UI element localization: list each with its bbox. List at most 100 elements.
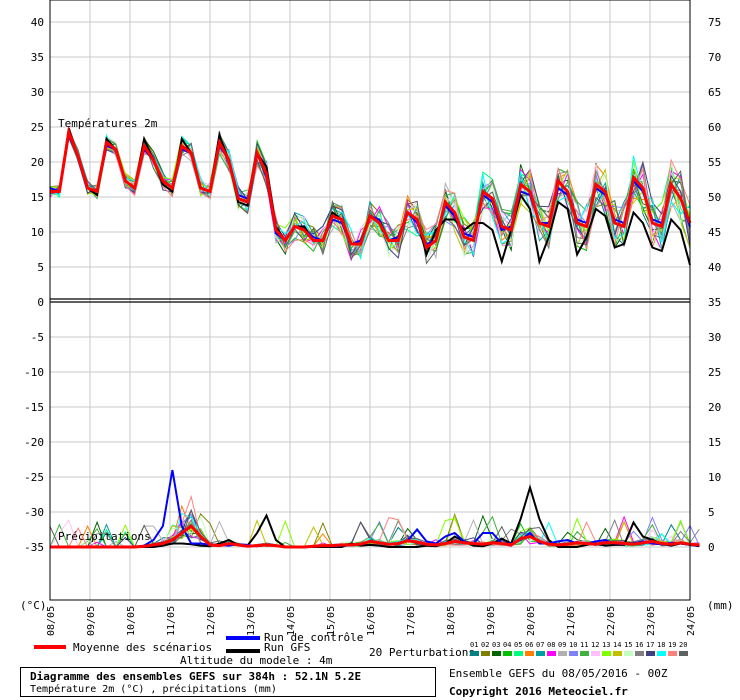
altitude-label: Altitude du modele : 4m [180,654,333,667]
perturbation-swatch [492,651,501,656]
temperature-panel-label: Températures 2m [58,117,158,130]
perturbation-number: 10 [569,641,578,649]
perturbation-number: 09 [558,641,567,649]
control-swatch [226,636,260,640]
right-tick-label: 0 [708,541,715,554]
gfs-legend-label: Run GFS [264,641,311,654]
right-tick-label: 25 [708,366,721,379]
perturbation-number: 16 [635,641,644,649]
perturbation-swatch [470,651,479,656]
info-box: Diagramme des ensembles GEFS sur 384h : … [20,667,436,697]
right-tick-label: 30 [708,331,721,344]
perturbation-swatch [569,651,578,656]
left-tick-label: 10 [31,226,44,239]
x-tick-label: 08/05 [46,606,57,636]
perturbation-swatch [503,651,512,656]
perturbation-number: 19 [668,641,677,649]
left-tick-label: 15 [31,191,44,204]
x-tick-label: 12/05 [206,606,217,636]
ensemble-run-label: Ensemble GEFS du 08/05/2016 - 00Z [449,667,668,680]
precipitation-panel-label: Précipitations [58,530,151,543]
x-tick-label: 09/05 [86,606,97,636]
x-tick-label: 22/05 [606,606,617,636]
mean-swatch [34,645,66,649]
mean-legend-label: Moyenne des scénarios [73,641,213,654]
right-tick-label: 40 [708,261,721,274]
perturbation-number: 17 [646,641,655,649]
left-tick-label: -10 [24,366,44,379]
right-tick-label: 60 [708,121,721,134]
perturbation-swatch [646,651,655,656]
perturbation-number: 15 [624,641,633,649]
main-series [49,126,700,549]
right-tick-label: 55 [708,156,721,169]
left-tick-label: 5 [37,261,44,274]
perturbation-number: 05 [514,641,523,649]
copyright-label: Copyright 2016 Meteociel.fr [449,685,628,698]
x-tick-label: 18/05 [446,606,457,636]
right-tick-label: 10 [708,471,721,484]
left-tick-label: -35 [24,541,44,554]
perturbation-number: 07 [536,641,545,649]
left-tick-label: 35 [31,51,44,64]
perturbation-number: 01 [470,641,479,649]
x-tick-label: 15/05 [326,606,337,636]
perturbation-swatch [657,651,666,656]
right-tick-label: 75 [708,16,721,29]
right-tick-label: 5 [708,506,715,519]
perturbation-swatch [613,651,622,656]
x-tick-label: 21/05 [566,606,577,636]
left-tick-label: -15 [24,401,44,414]
left-unit-label: (°C) [20,599,47,612]
perturbation-swatch [668,651,677,656]
x-tick-label: 20/05 [526,606,537,636]
perturbation-number: 13 [602,641,611,649]
temperature-mean-line [50,126,692,250]
gfs-swatch [226,649,260,653]
perturbation-swatch [624,651,633,656]
perturbation-swatch [679,651,688,656]
x-tick-label: 14/05 [286,606,297,636]
perturbation-swatch [536,651,545,656]
perturbation-swatch [635,651,644,656]
control-legend-label: Run de contrôle [264,631,364,644]
diagram-title: Diagramme des ensembles GEFS sur 384h : … [30,670,362,683]
perturbation-swatch [547,651,556,656]
grid [49,0,691,600]
perturbation-number: 12 [591,641,600,649]
perturbation-number: 06 [525,641,534,649]
perturbations-legend-label: 20 Perturbations [369,646,475,659]
perturbation-swatch [602,651,611,656]
right-tick-label: 20 [708,401,721,414]
x-tick-label: 16/05 [366,606,377,636]
perturbation-number: 03 [492,641,501,649]
perturbation-swatch [514,651,523,656]
x-tick-label: 11/05 [166,606,177,636]
left-tick-label: -25 [24,471,44,484]
x-tick-label: 24/05 [686,606,697,636]
right-tick-label: 15 [708,436,721,449]
perturbation-number: 04 [503,641,512,649]
left-tick-label: 30 [31,86,44,99]
left-tick-label: 0 [37,296,44,309]
left-tick-label: -5 [31,331,44,344]
x-tick-label: 10/05 [126,606,137,636]
x-tick-label: 17/05 [406,606,417,636]
left-tick-label: -20 [24,436,44,449]
right-tick-label: 35 [708,296,721,309]
left-tick-label: -30 [24,506,44,519]
perturbation-swatch [525,651,534,656]
perturbation-number: 11 [580,641,589,649]
precipitation-mean-line [50,523,700,549]
perturbation-swatch [580,651,589,656]
x-tick-label: 13/05 [246,606,257,636]
x-axis-ticks: 08/05 09/05 10/05 11/05 12/05 13/05 14/05 15/05… [46,606,697,636]
left-tick-label: 20 [31,156,44,169]
perturbation-swatch [558,651,567,656]
perturbation-number: 14 [613,641,622,649]
x-tick-label: 19/05 [486,606,497,636]
perturbation-number: 02 [481,641,490,649]
x-tick-label: 23/05 [646,606,657,636]
